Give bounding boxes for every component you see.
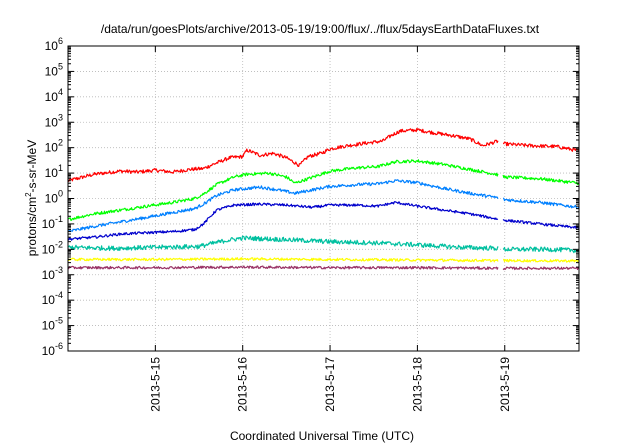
y-tick-label: 105: [45, 61, 63, 78]
y-tick-label-base: 10: [42, 344, 56, 358]
y-tick-label-exponent: -1: [55, 214, 63, 224]
y-tick-label-exponent: 5: [58, 61, 63, 71]
y-tick-label: 10-4: [42, 290, 63, 307]
y-tick-label: 100: [45, 189, 63, 206]
y-tick-label: 10-5: [42, 316, 63, 333]
y-tick-label-base: 10: [45, 192, 59, 206]
axis-ticks: 10610510410310210110010-110-210-310-410-…: [42, 36, 579, 412]
y-tick-label-exponent: -3: [55, 265, 63, 275]
y-tick-label-exponent: 3: [58, 112, 63, 122]
y-tick-label-exponent: 2: [58, 138, 63, 148]
series-line-2: [67, 159, 580, 221]
y-tick-label: 10-6: [42, 341, 63, 358]
series-line-3: [67, 179, 580, 232]
x-tick-label: 2013-5-18: [410, 357, 424, 412]
x-tick-label: 2013-5-17: [323, 357, 337, 412]
series-line-1: [67, 127, 580, 182]
x-tick-label: 2013-5-15: [148, 357, 162, 412]
y-tick-label: 102: [45, 138, 63, 155]
y-tick-label: 106: [45, 36, 63, 53]
x-axis-label: Coordinated Universal Time (UTC): [230, 429, 414, 443]
y-tick-label: 101: [45, 163, 63, 180]
y-tick-label-exponent: -5: [55, 316, 63, 326]
series-line-5: [67, 235, 580, 254]
x-tick-label: 2013-5-19: [498, 357, 512, 412]
y-tick-label-exponent: 0: [58, 189, 63, 199]
series-line-4: [67, 201, 580, 241]
y-tick-label-base: 10: [45, 115, 59, 129]
y-tick-label-base: 10: [42, 268, 56, 282]
y-tick-label-base: 10: [45, 141, 59, 155]
y-tick-label: 103: [45, 112, 63, 129]
y-axis-label-base: protons/cm: [25, 197, 39, 256]
y-tick-label-base: 10: [42, 242, 56, 256]
x-tick-label: 2013-5-16: [236, 357, 250, 412]
chart-title: /data/run/goesPlots/archive/2013-05-19/1…: [101, 22, 540, 36]
y-tick-label-exponent: -6: [55, 341, 63, 351]
y-tick-label-base: 10: [42, 319, 56, 333]
y-tick-label-base: 10: [45, 39, 59, 53]
y-axis-label-rest: -s-sr-MeV: [25, 140, 39, 193]
y-tick-label: 10-1: [42, 214, 63, 231]
y-tick-label-exponent: 4: [58, 87, 63, 97]
y-tick-label-exponent: 6: [58, 36, 63, 46]
y-tick-label-base: 10: [45, 90, 59, 104]
y-tick-label-base: 10: [42, 217, 56, 231]
y-tick-label-base: 10: [45, 64, 59, 78]
y-tick-label-exponent: 1: [58, 163, 63, 173]
y-tick-label-exponent: -4: [55, 290, 63, 300]
series-line-7: [67, 265, 580, 271]
y-tick-label-exponent: -2: [55, 239, 63, 249]
y-tick-label-base: 10: [45, 166, 59, 180]
y-tick-label: 10-3: [42, 265, 63, 282]
y-tick-label: 10-2: [42, 239, 63, 256]
y-tick-label-base: 10: [42, 293, 56, 307]
series-line-6: [67, 257, 580, 263]
y-axis-label: protons/cm2-s-sr-MeV: [24, 140, 39, 256]
y-axis-label-sup: 2: [24, 192, 33, 197]
y-tick-label: 104: [45, 87, 63, 104]
series-lines: [67, 127, 580, 271]
